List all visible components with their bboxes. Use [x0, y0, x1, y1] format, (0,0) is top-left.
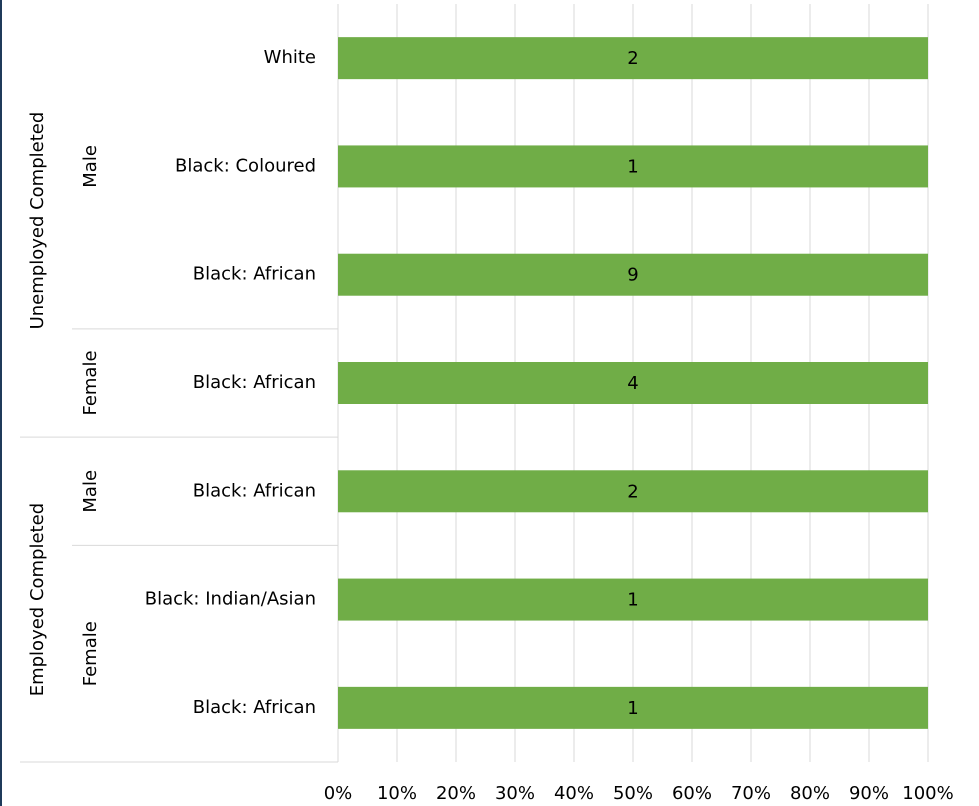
data-label: 9	[627, 265, 638, 286]
category-label: Black: Indian/Asian	[145, 589, 316, 610]
bar	[338, 145, 928, 188]
data-label: 1	[627, 590, 638, 611]
group-label: Employed Completed	[27, 503, 48, 696]
data-label: 2	[627, 48, 638, 69]
x-tick-label: 0%	[324, 783, 353, 804]
x-tick-label: 50%	[613, 783, 653, 804]
category-label: Black: African	[193, 697, 316, 718]
subgroup-label: Female	[80, 621, 101, 686]
group-label: Unemployed Completed	[27, 112, 48, 330]
x-tick-label: 70%	[731, 783, 771, 804]
category-label: Black: African	[193, 372, 316, 393]
category-label: Black: Coloured	[175, 155, 316, 176]
subgroup-label: Female	[80, 350, 101, 415]
x-tick-label: 80%	[790, 783, 830, 804]
data-label: 1	[627, 156, 638, 177]
x-tick-label: 100%	[902, 783, 953, 804]
data-label: 4	[627, 373, 638, 394]
x-tick-label: 10%	[377, 783, 417, 804]
left-frame-border	[0, 0, 2, 806]
bar	[338, 362, 928, 404]
bar	[338, 37, 928, 80]
category-label: White	[264, 47, 316, 68]
bar	[338, 253, 928, 296]
category-label: Black: African	[193, 480, 316, 501]
x-tick-label: 30%	[495, 783, 535, 804]
x-tick-label: 60%	[672, 783, 712, 804]
category-label: Black: African	[193, 264, 316, 285]
data-label: 1	[627, 698, 638, 719]
bar	[338, 686, 928, 729]
subgroup-label: Male	[80, 470, 101, 513]
bar	[338, 470, 928, 513]
subgroup-label: Male	[80, 145, 101, 188]
data-label: 2	[627, 481, 638, 502]
x-tick-label: 40%	[554, 783, 594, 804]
x-tick-label: 20%	[436, 783, 476, 804]
x-tick-label: 90%	[849, 783, 889, 804]
bar	[338, 578, 928, 621]
